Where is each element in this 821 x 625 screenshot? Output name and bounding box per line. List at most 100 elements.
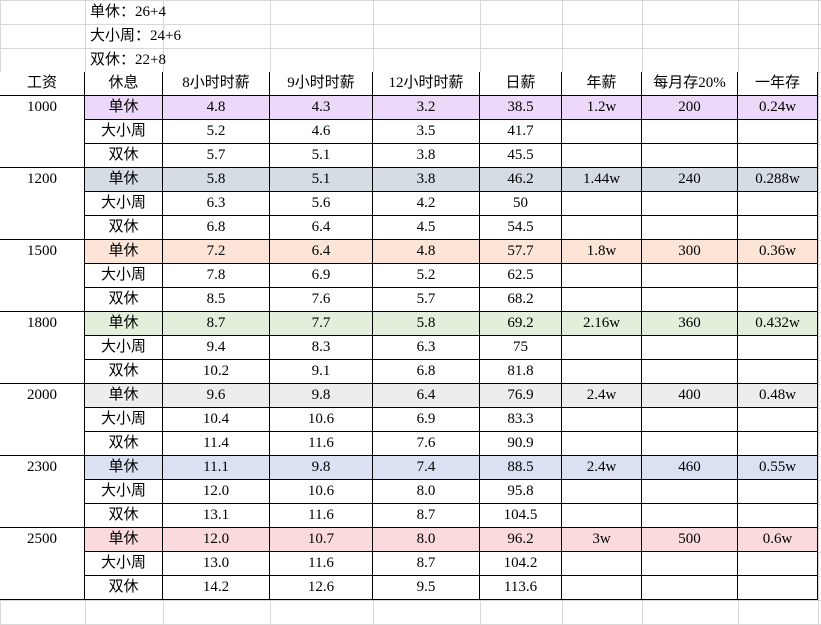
cell: 11.6 <box>270 432 373 456</box>
salary-cell <box>0 576 85 600</box>
header-cell: 9小时时薪 <box>270 72 373 96</box>
cell: 大小周 <box>85 552 163 576</box>
cell: 9.4 <box>163 336 270 360</box>
salary-cell: 2300 <box>0 456 85 480</box>
salary-cell <box>0 192 85 216</box>
cell: 88.5 <box>480 456 562 480</box>
cell <box>642 432 738 456</box>
salary-cell <box>0 264 85 288</box>
cell: 3w <box>562 528 642 552</box>
salary-cell <box>0 408 85 432</box>
cell: 单休 <box>85 240 163 264</box>
cell: 大小周 <box>85 120 163 144</box>
cell: 10.7 <box>270 528 373 552</box>
cell: 6.3 <box>163 192 270 216</box>
cell: 68.2 <box>480 288 562 312</box>
salary-cell <box>0 144 85 168</box>
cell: 7.8 <box>163 264 270 288</box>
cell: 11.6 <box>270 504 373 528</box>
cell <box>738 480 818 504</box>
cell: 12.6 <box>270 576 373 600</box>
cell: 7.6 <box>270 288 373 312</box>
cell: 460 <box>642 456 738 480</box>
cell: 81.8 <box>480 360 562 384</box>
cell: 3.5 <box>373 120 480 144</box>
salary-cell: 1800 <box>0 312 85 336</box>
cell: 双休 <box>85 216 163 240</box>
cell: 57.7 <box>480 240 562 264</box>
cell: 9.8 <box>270 456 373 480</box>
header-cell: 12小时时薪 <box>373 72 480 96</box>
cell: 69.2 <box>480 312 562 336</box>
cell: 46.2 <box>480 168 562 192</box>
cell <box>642 504 738 528</box>
note: 双休：22+8 <box>90 52 166 68</box>
salary-cell <box>0 216 85 240</box>
cell: 0.36w <box>738 240 818 264</box>
salary-cell: 2000 <box>0 384 85 408</box>
cell: 3.8 <box>373 144 480 168</box>
cell: 6.9 <box>270 264 373 288</box>
gridline <box>0 0 821 1</box>
cell: 大小周 <box>85 336 163 360</box>
cell: 2.16w <box>562 312 642 336</box>
cell: 96.2 <box>480 528 562 552</box>
cell: 4.8 <box>373 240 480 264</box>
cell <box>738 360 818 384</box>
cell: 10.6 <box>270 480 373 504</box>
note: 大小周：24+6 <box>90 28 181 44</box>
cell <box>642 264 738 288</box>
cell: 8.7 <box>373 504 480 528</box>
cell <box>562 216 642 240</box>
cell: 大小周 <box>85 480 163 504</box>
cell: 10.4 <box>163 408 270 432</box>
cell: 6.8 <box>373 360 480 384</box>
cell <box>738 144 818 168</box>
cell: 2.4w <box>562 384 642 408</box>
cell: 5.2 <box>373 264 480 288</box>
cell: 单休 <box>85 528 163 552</box>
cell: 9.1 <box>270 360 373 384</box>
cell: 12.0 <box>163 528 270 552</box>
cell <box>642 120 738 144</box>
cell: 5.6 <box>270 192 373 216</box>
cell: 400 <box>642 384 738 408</box>
cell: 双休 <box>85 576 163 600</box>
cell <box>562 576 642 600</box>
cell <box>738 576 818 600</box>
cell: 大小周 <box>85 408 163 432</box>
salary-cell <box>0 480 85 504</box>
cell: 5.7 <box>163 144 270 168</box>
cell: 7.6 <box>373 432 480 456</box>
cell: 5.7 <box>373 288 480 312</box>
cell: 45.5 <box>480 144 562 168</box>
cell <box>562 192 642 216</box>
header-cell: 日薪 <box>480 72 562 96</box>
cell: 300 <box>642 240 738 264</box>
cell <box>562 360 642 384</box>
cell <box>562 336 642 360</box>
cell <box>562 144 642 168</box>
cell: 6.9 <box>373 408 480 432</box>
header-cell: 每月存20% <box>642 72 738 96</box>
note: 单休：26+4 <box>90 4 166 20</box>
cell: 8.5 <box>163 288 270 312</box>
cell: 单休 <box>85 384 163 408</box>
cell: 240 <box>642 168 738 192</box>
cell: 4.2 <box>373 192 480 216</box>
cell: 0.55w <box>738 456 818 480</box>
cell: 200 <box>642 96 738 120</box>
cell: 大小周 <box>85 264 163 288</box>
salary-cell <box>0 360 85 384</box>
cell: 8.0 <box>373 480 480 504</box>
cell <box>642 552 738 576</box>
cell: 0.24w <box>738 96 818 120</box>
cell: 90.9 <box>480 432 562 456</box>
cell: 5.8 <box>163 168 270 192</box>
salary-cell <box>0 288 85 312</box>
cell <box>642 336 738 360</box>
cell: 4.8 <box>163 96 270 120</box>
cell: 11.1 <box>163 456 270 480</box>
cell <box>562 432 642 456</box>
